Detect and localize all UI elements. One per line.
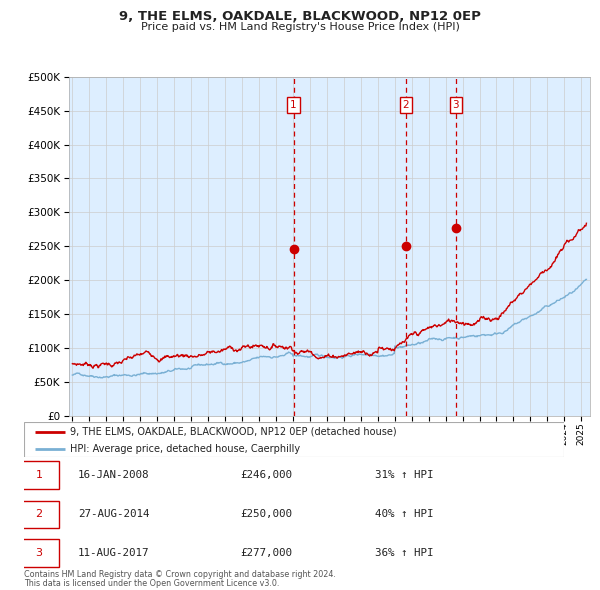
Text: 36% ↑ HPI: 36% ↑ HPI (375, 549, 433, 558)
FancyBboxPatch shape (19, 500, 59, 529)
Text: 31% ↑ HPI: 31% ↑ HPI (375, 470, 433, 480)
Text: 9, THE ELMS, OAKDALE, BLACKWOOD, NP12 0EP (detached house): 9, THE ELMS, OAKDALE, BLACKWOOD, NP12 0E… (70, 427, 397, 437)
FancyBboxPatch shape (19, 461, 59, 489)
Text: 2: 2 (35, 510, 43, 519)
Text: 1: 1 (290, 100, 297, 110)
Text: This data is licensed under the Open Government Licence v3.0.: This data is licensed under the Open Gov… (24, 579, 280, 588)
Text: 16-JAN-2008: 16-JAN-2008 (78, 470, 149, 480)
Text: 2: 2 (403, 100, 409, 110)
Text: 27-AUG-2014: 27-AUG-2014 (78, 510, 149, 519)
FancyBboxPatch shape (19, 539, 59, 568)
Text: Contains HM Land Registry data © Crown copyright and database right 2024.: Contains HM Land Registry data © Crown c… (24, 571, 336, 579)
Text: 40% ↑ HPI: 40% ↑ HPI (375, 510, 433, 519)
Text: £250,000: £250,000 (240, 510, 292, 519)
Text: Price paid vs. HM Land Registry's House Price Index (HPI): Price paid vs. HM Land Registry's House … (140, 22, 460, 32)
Text: 1: 1 (35, 470, 43, 480)
Text: HPI: Average price, detached house, Caerphilly: HPI: Average price, detached house, Caer… (70, 444, 300, 454)
Text: £246,000: £246,000 (240, 470, 292, 480)
Text: 9, THE ELMS, OAKDALE, BLACKWOOD, NP12 0EP: 9, THE ELMS, OAKDALE, BLACKWOOD, NP12 0E… (119, 10, 481, 23)
Text: 11-AUG-2017: 11-AUG-2017 (78, 549, 149, 558)
Text: 3: 3 (35, 549, 43, 558)
Text: 3: 3 (452, 100, 459, 110)
Text: £277,000: £277,000 (240, 549, 292, 558)
